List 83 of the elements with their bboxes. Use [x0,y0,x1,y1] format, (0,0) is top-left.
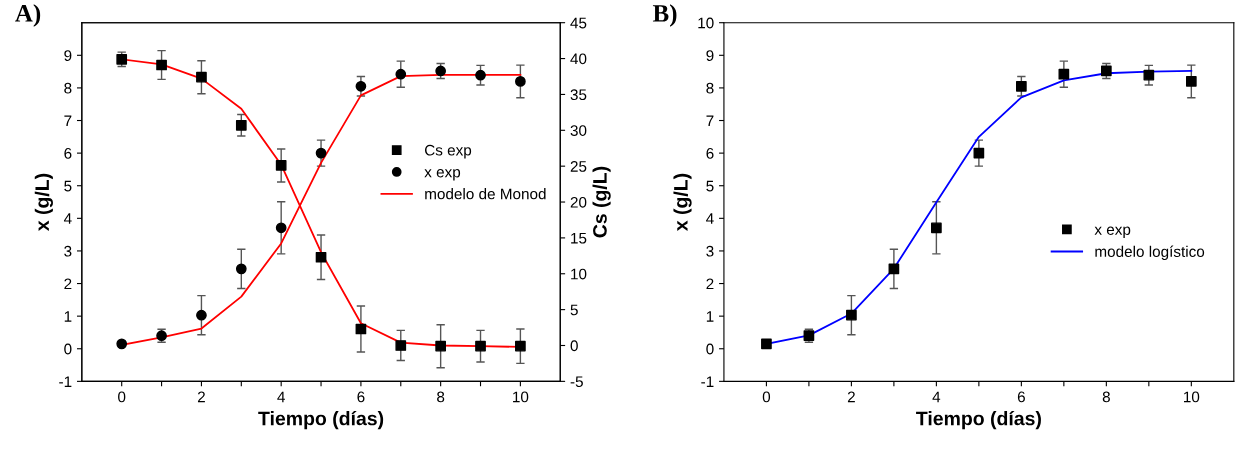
y-tick-label: 3 [706,245,714,257]
y-tick-label: 0 [706,343,714,355]
y-tick-label: -1 [59,376,72,387]
y-tick-label: 9 [706,50,714,61]
y2-tick-label: 20 [570,196,587,208]
y-tick-label: 7 [64,115,72,127]
y2-tick-label: 35 [570,89,587,101]
point [846,309,857,321]
x-axis-title: Tiempo (días) [258,410,384,430]
x-tick-label: 6 [1017,391,1025,403]
point [196,71,207,83]
y2-axis-title: Cs (g/L) [592,166,611,238]
y-tick-label: 1 [706,311,714,322]
point [235,263,247,275]
legend-label: x exp [1094,226,1131,238]
y-tick-label: 6 [706,147,714,159]
chart-title: A) [15,4,41,27]
y-tick-label: 4 [706,213,714,224]
x-tick-label: 2 [847,391,855,403]
legend-label: Cs exp [424,144,472,159]
y2-tick-label: 45 [570,17,587,29]
y2-tick-label: 5 [570,304,578,316]
x-tick-label: 2 [197,391,205,403]
point [515,340,526,352]
point [235,119,247,131]
point [475,69,486,81]
point [515,76,526,87]
y2-tick-label: 25 [570,161,587,172]
point [395,340,407,351]
y-tick-label: 3 [64,245,72,257]
y-tick-label: 1 [64,311,72,322]
point [275,160,287,171]
y2-tick-label: 0 [570,340,578,352]
point [196,309,207,321]
legend-label: modelo logístico [1095,245,1205,261]
legend-label: x exp [424,169,461,181]
y2-tick-label: 30 [570,125,587,136]
point [315,147,327,159]
y-tick-label: 0 [64,343,72,355]
x-tick-label: 6 [357,391,365,403]
chart-title: B) [652,4,677,27]
x-tick-label: 8 [1102,391,1110,403]
y-tick-label: 7 [706,115,714,127]
y-tick-label: 9 [64,50,72,61]
point [761,338,772,350]
point [355,80,367,92]
point [1016,80,1027,92]
x-tick-label: 8 [437,391,445,403]
y-tick-label: 4 [63,213,72,224]
x-tick-label: 0 [118,391,126,403]
x-tick-label: 0 [762,391,771,403]
y-tick-label: 8 [64,82,72,94]
y2-tick-label: 15 [571,232,587,244]
y-tick-label: 8 [706,82,714,94]
legend-label: modelo de Monod [425,188,546,200]
point [475,340,486,352]
x-tick-label: 4 [932,391,941,403]
point [315,251,327,263]
x-axis-title: Tiempo (días) [916,410,1041,430]
point [156,59,167,71]
y-tick-label: 2 [64,278,72,290]
y-tick-label: 6 [64,147,72,159]
point [275,222,287,234]
point [931,222,942,234]
y-tick-label: 10 [698,17,714,29]
point [116,338,128,350]
x-tick-label: 4 [277,391,285,403]
y-tick-label: 5 [64,180,72,192]
y-tick-label: 2 [706,278,714,290]
y2-tick-label: -5 [570,376,583,388]
x-tick-label: 10 [1184,391,1200,403]
x-tick-label: 10 [513,391,529,403]
y-axis-title: x (g/L) [673,173,692,232]
point [395,68,407,80]
y-axis-title: x (g/L) [34,173,53,232]
y-tick-label: 5 [706,180,714,192]
y-tick-label: -1 [701,376,714,387]
y2-tick-label: 40 [570,53,587,65]
point [435,340,447,352]
point [1185,76,1197,87]
point [1058,68,1070,80]
point [1143,69,1155,81]
y2-tick-label: 10 [571,268,587,280]
